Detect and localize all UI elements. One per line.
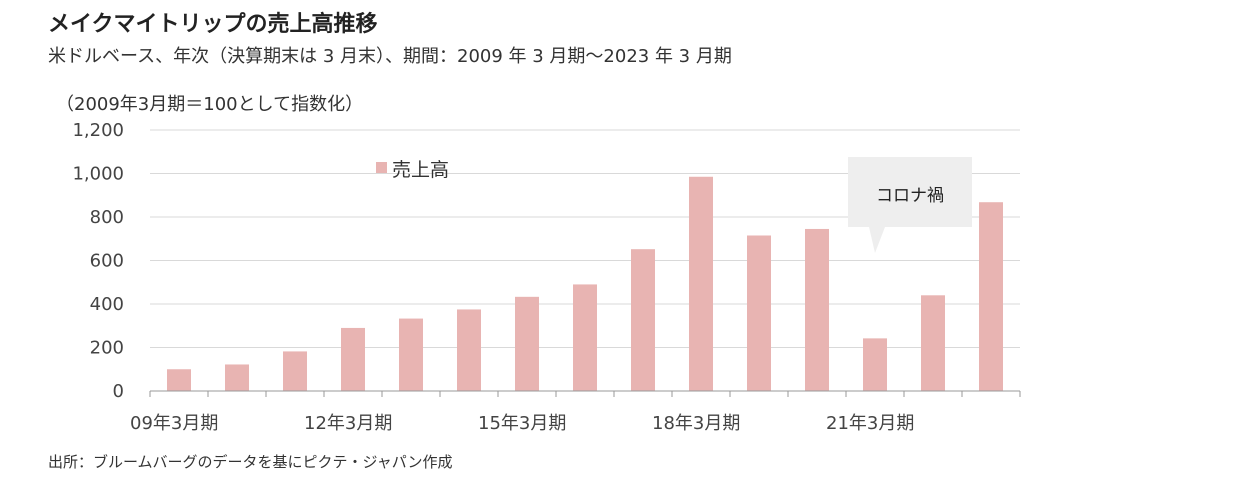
legend-label: 売上高 (392, 159, 449, 181)
annotation-callout: コロナ禍 (848, 157, 972, 253)
bar (979, 202, 1003, 391)
bar (283, 351, 307, 391)
y-tick-label: 600 (90, 251, 124, 272)
y-axis-note: （2009年3月期＝100として指数化） (56, 94, 364, 115)
bar (631, 249, 655, 391)
y-tick-label: 200 (90, 338, 124, 359)
y-tick-label: 0 (113, 381, 124, 402)
bar (399, 318, 423, 391)
bar (747, 235, 771, 391)
y-tick-label: 400 (90, 294, 124, 315)
bar (515, 296, 539, 391)
bar (341, 327, 365, 391)
chart-subtitle: 米ドルベース、年次（決算期末は 3 月末）、期間：2009 年 3 月期～202… (48, 46, 732, 67)
y-tick-label: 1,200 (72, 120, 124, 141)
legend: 売上高 (376, 159, 449, 181)
y-tick-label: 1,000 (72, 164, 124, 185)
bar (863, 338, 887, 391)
x-tick-label: 21年3月期 (826, 413, 914, 434)
x-tick-label: 15年3月期 (478, 413, 566, 434)
chart-title: メイクマイトリップの売上高推移 (48, 12, 378, 37)
y-tick-labels: 0 200 400 600 800 1,000 1,200 (72, 120, 124, 402)
bar (457, 309, 481, 391)
x-tick-label: 09年3月期 (130, 413, 218, 434)
callout-bubble (848, 157, 972, 253)
bar (225, 364, 249, 391)
legend-swatch (376, 162, 387, 173)
bar (573, 284, 597, 391)
bars (167, 176, 1003, 391)
y-tick-label: 800 (90, 207, 124, 228)
callout-text: コロナ禍 (876, 186, 944, 206)
x-tick-label: 18年3月期 (652, 413, 740, 434)
x-tick-label: 12年3月期 (304, 413, 392, 434)
source-note: 出所：ブルームバーグのデータを基にピクテ・ジャパン作成 (48, 453, 453, 471)
bar (689, 176, 713, 391)
bar (921, 295, 945, 391)
bar (805, 228, 829, 391)
bar (167, 369, 191, 391)
x-axis: 09年3月期 12年3月期 15年3月期 18年3月期 21年3月期 (130, 390, 1021, 434)
